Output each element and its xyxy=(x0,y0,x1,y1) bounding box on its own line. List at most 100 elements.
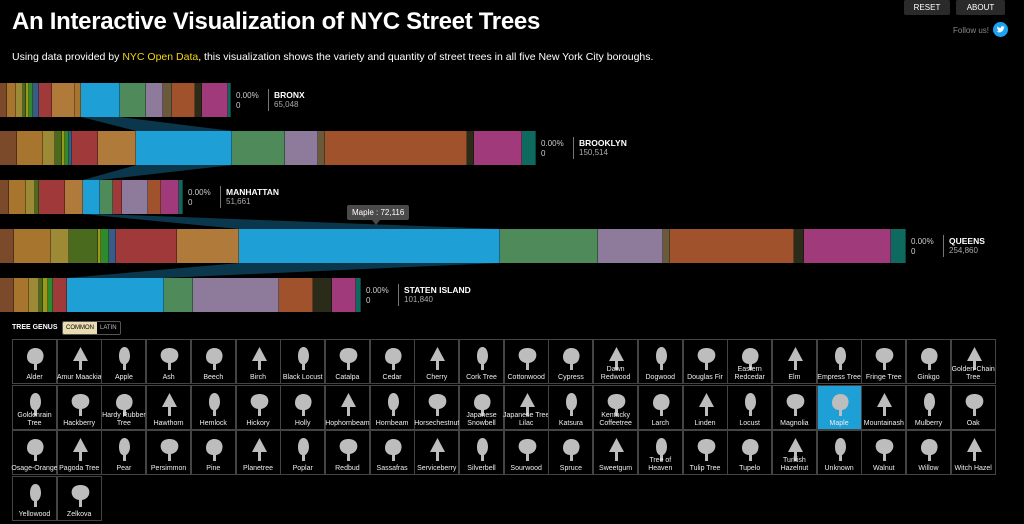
genus-cell-eastern-redcedar[interactable]: Eastern Redcedar xyxy=(727,339,773,384)
genus-cell-zelkova[interactable]: Zelkova xyxy=(56,476,102,522)
genus-segment[interactable] xyxy=(121,180,149,214)
genus-segment[interactable] xyxy=(52,83,75,117)
genus-cell-beech[interactable]: Beech xyxy=(190,339,236,384)
genus-cell-hackberry[interactable]: Hackberry xyxy=(56,384,102,430)
genus-cell-oak[interactable]: Oak xyxy=(950,384,996,430)
genus-cell-magnolia[interactable]: Magnolia xyxy=(771,384,817,430)
genus-cell-poplar[interactable]: Poplar xyxy=(280,430,326,476)
genus-segment[interactable] xyxy=(161,180,179,214)
genus-segment[interactable] xyxy=(52,278,68,312)
genus-cell-maple[interactable]: Maple xyxy=(816,384,862,430)
genus-segment[interactable] xyxy=(71,131,99,165)
genus-segment[interactable] xyxy=(100,180,114,214)
genus-cell-sassafras[interactable]: Sassafras xyxy=(369,430,415,476)
genus-segment[interactable] xyxy=(0,229,15,263)
genus-cell-hardy-rubber-tree[interactable]: Hardy Rubber Tree xyxy=(101,384,147,430)
genus-cell-pine[interactable]: Pine xyxy=(190,430,236,476)
genus-segment[interactable] xyxy=(6,83,17,117)
genus-segment[interactable] xyxy=(162,83,173,117)
genus-cell-alder[interactable]: Alder xyxy=(12,339,57,384)
genus-segment[interactable] xyxy=(38,278,44,312)
genus-segment[interactable] xyxy=(332,278,357,312)
genus-segment[interactable] xyxy=(26,180,35,214)
genus-cell-pagoda-tree[interactable]: Pagoda Tree xyxy=(56,430,102,476)
genus-segment[interactable] xyxy=(48,278,53,312)
genus-cell-horsechestnut[interactable]: Horsechestnut xyxy=(414,384,459,430)
genus-cell-osage-orange[interactable]: Osage-Orange xyxy=(11,430,58,476)
genus-segment[interactable] xyxy=(39,180,66,214)
genus-cell-fringe-tree[interactable]: Fringe Tree xyxy=(861,339,907,384)
genus-segment[interactable] xyxy=(172,83,196,117)
genus-cell-cottonwood[interactable]: Cottonwood xyxy=(503,339,549,384)
genus-segment[interactable] xyxy=(0,131,17,165)
name-toggle[interactable]: COMMON LATIN xyxy=(62,321,121,335)
genus-segment[interactable] xyxy=(97,229,102,263)
genus-segment[interactable] xyxy=(115,229,178,263)
genus-segment[interactable] xyxy=(108,229,116,263)
nyc-open-data-link[interactable]: NYC Open Data xyxy=(122,51,199,63)
genus-segment[interactable] xyxy=(62,131,65,165)
genus-segment[interactable] xyxy=(804,229,892,263)
genus-segment[interactable] xyxy=(163,278,193,312)
genus-cell-tree-of-heaven[interactable]: Tree of Heaven xyxy=(637,430,683,476)
genus-segment[interactable] xyxy=(26,83,30,117)
genus-segment[interactable] xyxy=(50,229,69,263)
genus-cell-black-locust[interactable]: Black Locust xyxy=(280,339,326,384)
genus-cell-ash[interactable]: Ash xyxy=(146,339,192,384)
genus-segment[interactable] xyxy=(325,131,467,165)
genus-segment[interactable] xyxy=(65,180,83,214)
genus-segment[interactable] xyxy=(39,83,52,117)
genus-segment[interactable] xyxy=(14,229,51,263)
genus-cell-spruce[interactable]: Spruce xyxy=(548,430,594,476)
genus-segment[interactable] xyxy=(0,180,9,214)
genus-cell-holly[interactable]: Holly xyxy=(280,384,326,430)
genus-segment[interactable] xyxy=(82,180,101,214)
genus-segment[interactable] xyxy=(227,83,231,117)
genus-cell-amur-maackia[interactable]: Amur Maackia xyxy=(56,339,102,384)
genus-cell-sourwood[interactable]: Sourwood xyxy=(503,430,549,476)
genus-segment[interactable] xyxy=(312,278,333,312)
genus-cell-golden-chain-tree[interactable]: Golden-Chain Tree xyxy=(950,339,996,384)
genus-segment[interactable] xyxy=(113,180,122,214)
genus-segment[interactable] xyxy=(8,180,27,214)
genus-cell-katsura[interactable]: Katsura xyxy=(548,384,594,430)
genus-segment[interactable] xyxy=(521,131,536,165)
genus-cell-ginkgo[interactable]: Ginkgo xyxy=(906,339,951,384)
genus-segment[interactable] xyxy=(28,278,39,312)
toggle-common-button[interactable]: COMMON xyxy=(63,322,97,334)
genus-cell-mountainash[interactable]: Mountainash xyxy=(861,384,907,430)
genus-segment[interactable] xyxy=(793,229,805,263)
borough-bar-brooklyn[interactable] xyxy=(0,131,536,165)
genus-cell-sweetgum[interactable]: Sweetgum xyxy=(593,430,639,476)
genus-segment[interactable] xyxy=(146,83,163,117)
about-button[interactable]: ABOUT xyxy=(956,0,1005,15)
genus-cell-witch-hazel[interactable]: Witch Hazel xyxy=(950,430,996,476)
genus-cell-hawthorn[interactable]: Hawthorn xyxy=(146,384,192,430)
genus-segment[interactable] xyxy=(0,278,15,312)
genus-cell-willow[interactable]: Willow xyxy=(906,430,951,476)
genus-segment[interactable] xyxy=(0,83,7,117)
genus-cell-hickory[interactable]: Hickory xyxy=(235,384,281,430)
borough-bar-manhattan[interactable] xyxy=(0,180,183,214)
genus-cell-hornbeam[interactable]: Hornbeam xyxy=(369,384,415,430)
genus-cell-empress-tree[interactable]: Empress Tree xyxy=(816,339,862,384)
genus-segment[interactable] xyxy=(68,229,98,263)
borough-bar-queens[interactable] xyxy=(0,229,906,263)
genus-cell-turkish-hazelnut[interactable]: Turkish Hazelnut xyxy=(771,430,817,476)
genus-segment[interactable] xyxy=(43,278,49,312)
genus-segment[interactable] xyxy=(466,131,474,165)
genus-segment[interactable] xyxy=(55,131,63,165)
genus-segment[interactable] xyxy=(473,131,522,165)
genus-cell-linden[interactable]: Linden xyxy=(682,384,728,430)
genus-segment[interactable] xyxy=(64,131,70,165)
genus-cell-elm[interactable]: Elm xyxy=(771,339,817,384)
genus-cell-goldenrain-tree[interactable]: Goldenrain Tree xyxy=(12,384,57,430)
genus-segment[interactable] xyxy=(178,180,183,214)
genus-segment[interactable] xyxy=(148,180,162,214)
genus-cell-unknown[interactable]: Unknown xyxy=(816,430,862,476)
genus-cell-serviceberry[interactable]: Serviceberry xyxy=(414,430,460,476)
genus-cell-dogwood[interactable]: Dogwood xyxy=(637,339,683,384)
genus-cell-larch[interactable]: Larch xyxy=(637,384,683,430)
genus-cell-japanese-snowbell[interactable]: Japanese Snowbell xyxy=(459,384,504,430)
genus-cell-cherry[interactable]: Cherry xyxy=(414,339,460,384)
